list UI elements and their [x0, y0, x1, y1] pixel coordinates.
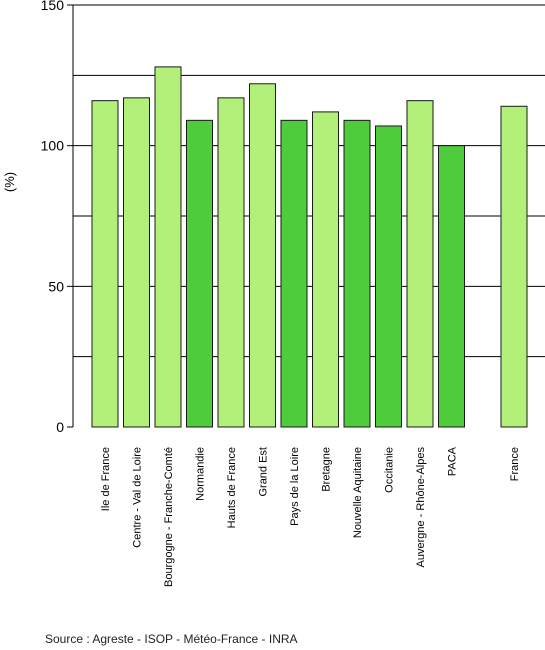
bar: [91, 100, 119, 428]
x-tick-label: Auvergne - Rhône-Alpes: [415, 447, 427, 568]
bar: [154, 66, 182, 428]
y-tick-label: 0: [56, 419, 64, 435]
x-tick-label: Bretagne: [321, 447, 333, 492]
bar: [123, 97, 150, 428]
y-axis: 0 50 100 150: [41, 0, 74, 435]
x-tick-label: PACA: [447, 446, 459, 476]
x-tick-label: Bourgogne - Franche-Comté: [163, 447, 175, 587]
source-note: Source : Agreste - ISOP - Météo-France -…: [45, 632, 298, 646]
bar: [280, 119, 308, 428]
bar: [438, 145, 465, 428]
y-tick-label: 50: [48, 278, 64, 294]
x-tick-labels: Ile de France Centre - Val de Loire Bourgo…: [100, 446, 521, 587]
bars: [91, 66, 528, 428]
bar: [249, 83, 276, 428]
y-tick-label: 150: [41, 0, 65, 13]
bar: [343, 119, 371, 428]
x-tick-label: Occitanie: [384, 447, 396, 493]
bar: [500, 105, 528, 428]
x-tick-label: Nouvelle Aquitaine: [352, 447, 364, 538]
bar: [217, 97, 245, 428]
x-tick-label: France: [509, 447, 521, 481]
x-tick-label: Hauts de France: [226, 447, 238, 528]
x-tick-label: Pays de la Loire: [289, 447, 301, 526]
y-axis-label: (%): [2, 172, 17, 192]
x-tick-label: Ile de France: [100, 447, 112, 511]
x-tick-label: Centre - Val de Loire: [132, 447, 144, 548]
bar: [186, 119, 213, 428]
bar: [375, 125, 402, 428]
x-tick-label: Grand Est: [258, 447, 270, 497]
y-tick-label: 100: [41, 138, 65, 154]
x-tick-label: Normandie: [195, 447, 207, 501]
grid-lines: [73, 4, 545, 358]
bar: [406, 100, 434, 428]
bar: [312, 111, 339, 428]
